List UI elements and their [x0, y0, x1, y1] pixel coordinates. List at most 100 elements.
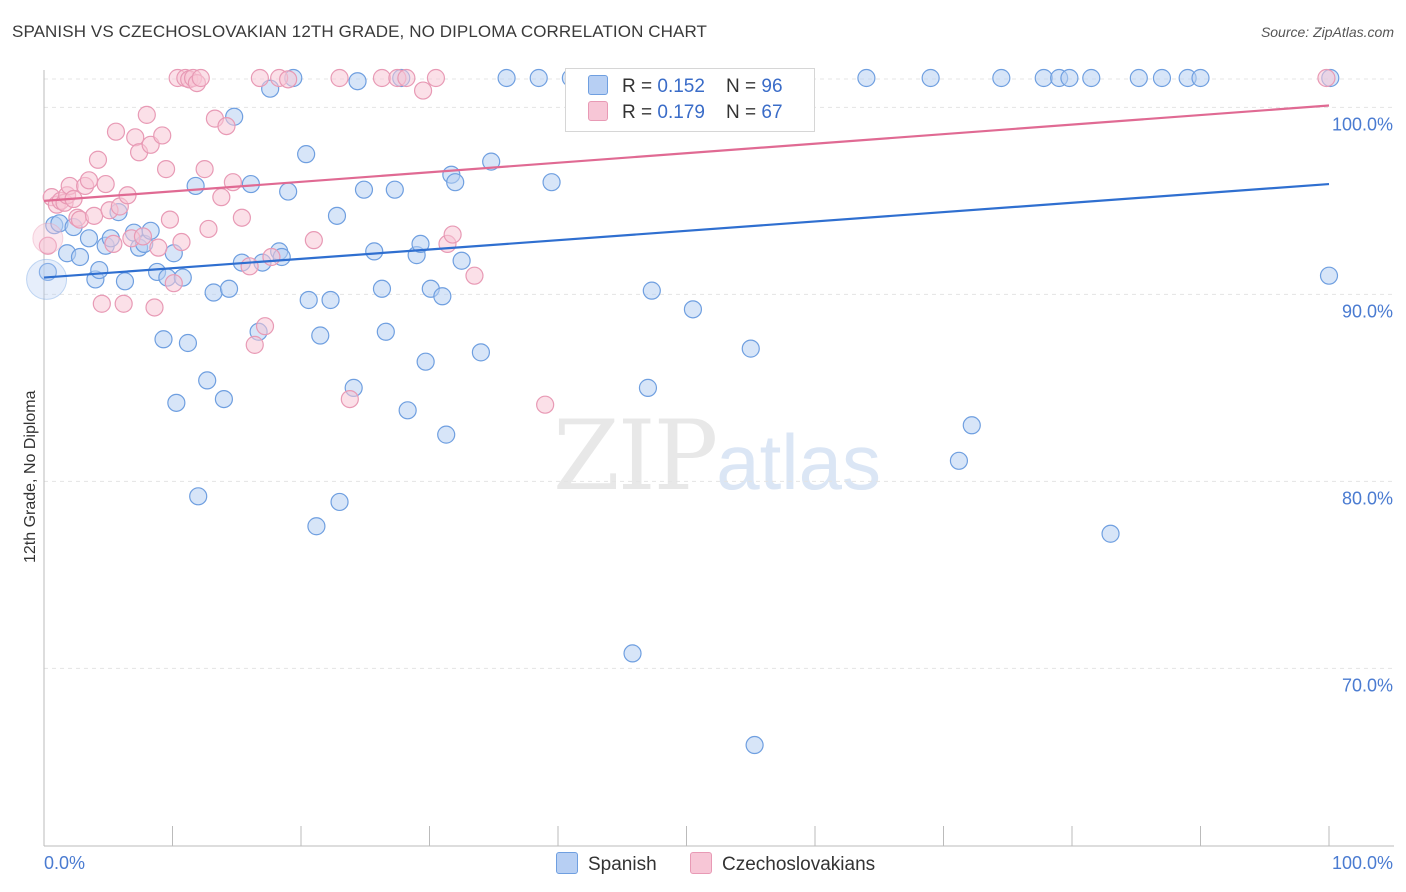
- czechoslovakian-point: [240, 257, 259, 276]
- spanish-point: [642, 281, 661, 300]
- spanish-point: [1191, 68, 1210, 88]
- czechoslovakian-point: [164, 274, 183, 293]
- y-tick-label: 100.0%: [1332, 114, 1393, 134]
- legend-n-value: 67: [761, 102, 783, 123]
- spanish-point: [471, 343, 490, 362]
- czechoslovakian-point: [304, 231, 323, 250]
- czechoslovakian-point: [372, 68, 392, 88]
- czechoslovakian-point: [232, 208, 251, 227]
- x-tick-label: 100.0%: [1332, 853, 1393, 873]
- spanish-point: [348, 72, 367, 91]
- spanish-point: [297, 145, 316, 164]
- spanish-point: [214, 389, 233, 409]
- spanish-point: [204, 283, 223, 302]
- czechoslovakian-point: [330, 68, 349, 88]
- y-tick-label: 70.0%: [1342, 675, 1393, 695]
- spanish-point: [198, 371, 217, 390]
- bottom-swatch-spanish: [556, 852, 578, 874]
- watermark-zip: ZIP: [553, 400, 718, 512]
- czechoslovakian-point: [160, 210, 180, 229]
- legend-r-label: R =: [622, 76, 658, 97]
- legend-swatch-czechoslovakians: [588, 101, 608, 121]
- czechoslovakian-point: [38, 236, 57, 255]
- legend-n-value: 96: [761, 76, 783, 97]
- legend-row-czechoslovakians: R = 0.179 N = 67: [588, 101, 783, 125]
- czechoslovakian-point: [126, 128, 145, 147]
- y-tick-label: 90.0%: [1342, 301, 1393, 321]
- spanish-point: [482, 152, 501, 171]
- czechoslovakian-point: [465, 266, 484, 285]
- czechoslovakian-point: [245, 335, 264, 354]
- czechoslovakian-point: [397, 68, 416, 88]
- czechoslovakian-point: [340, 389, 359, 409]
- spanish-point: [321, 290, 340, 310]
- spanish-cluster-point: [26, 258, 68, 300]
- spanish-point: [311, 326, 330, 345]
- spanish-trend-line: [43, 182, 1330, 279]
- spanish-point: [354, 180, 374, 199]
- czechoslovakian-point: [153, 126, 172, 145]
- bottom-legend-czechoslovakians: Czechoslovakians: [690, 852, 875, 876]
- spanish-point: [385, 180, 404, 199]
- legend-n-label: N =: [726, 102, 762, 123]
- spanish-point: [452, 251, 471, 270]
- legend-swatch-spanish: [588, 75, 608, 95]
- czechoslovakian-point: [172, 232, 191, 252]
- czechoslovakian-point: [413, 81, 433, 100]
- czechoslovakian-point: [149, 238, 168, 257]
- czechoslovakian-point: [262, 247, 281, 267]
- spanish-point: [330, 492, 349, 512]
- spanish-point: [446, 173, 465, 192]
- spanish-point: [962, 416, 981, 435]
- spanish-point: [219, 279, 239, 298]
- czechoslovakian-point: [212, 188, 231, 207]
- spanish-point: [90, 260, 109, 280]
- spanish-point: [365, 242, 384, 261]
- spanish-point: [433, 287, 452, 306]
- czechoslovakian-point: [191, 68, 210, 88]
- czechoslovakian-point: [156, 160, 176, 179]
- czechoslovakian-point: [137, 105, 156, 124]
- spanish-point: [327, 206, 347, 225]
- czechoslovakian-point: [133, 227, 153, 246]
- spanish-point: [683, 300, 703, 319]
- watermark-atlas: atlas: [716, 418, 881, 506]
- czechoslovakian-point: [199, 219, 218, 239]
- spanish-point: [741, 339, 760, 358]
- czechoslovakian-point: [104, 234, 123, 253]
- czechoslovakian-point: [85, 206, 104, 225]
- chart-title: SPANISH VS CZECHOSLOVAKIAN 12TH GRADE, N…: [12, 22, 708, 41]
- watermark: ZIPatlas: [553, 400, 881, 512]
- spanish-point: [745, 735, 764, 755]
- legend-row-spanish: R = 0.152 N = 96: [588, 75, 783, 99]
- czechoslovakian-point: [279, 70, 298, 89]
- czechoslovakian-point: [443, 225, 462, 244]
- bottom-swatch-czechoslovakians: [690, 852, 712, 874]
- spanish-point: [1129, 68, 1148, 88]
- legend-r-label: R =: [622, 102, 658, 123]
- czechoslovakian-trend-line: [43, 104, 1330, 202]
- spanish-point: [376, 322, 395, 341]
- legend-r-value: 0.179: [657, 102, 705, 123]
- bottom-legend-czechoslovakians-label: Czechoslovakians: [722, 854, 876, 875]
- czechoslovakian-point: [255, 317, 275, 336]
- czechoslovakian-point: [79, 171, 99, 190]
- spanish-point: [1319, 266, 1339, 285]
- y-axis-label: 12th Grade, No Diploma: [22, 390, 39, 563]
- spanish-point: [279, 182, 298, 201]
- czechoslovakian-point: [195, 160, 214, 179]
- spanish-point: [921, 68, 940, 88]
- source-credit: Source: ZipAtlas.com: [1260, 24, 1394, 40]
- spanish-point: [372, 279, 392, 298]
- czechoslovakian-cluster-point: [32, 222, 64, 254]
- czechoslovakian-point: [106, 122, 126, 141]
- spanish-point: [949, 451, 969, 470]
- czechoslovakian-point: [536, 395, 555, 414]
- czechoslovakian-point: [250, 68, 269, 88]
- spanish-point: [529, 68, 548, 88]
- spanish-point: [115, 272, 135, 291]
- spanish-point: [857, 68, 876, 88]
- czechoslovakian-point: [96, 174, 115, 194]
- spanish-point: [299, 290, 318, 310]
- czechoslovakian-point: [88, 150, 108, 169]
